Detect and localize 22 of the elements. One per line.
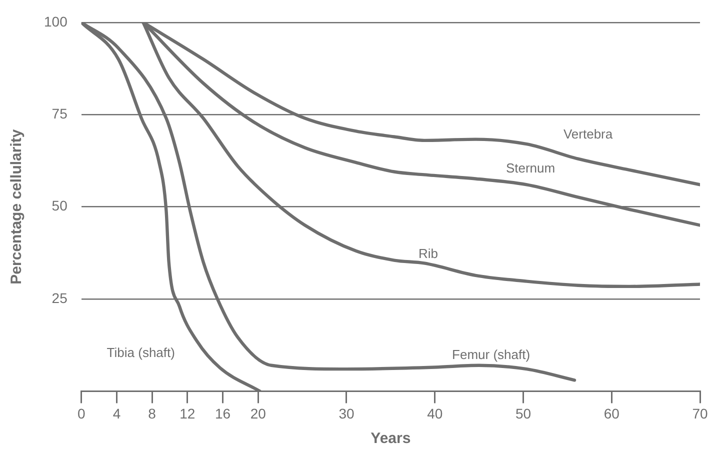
x-tick-label: 70 bbox=[692, 405, 708, 422]
y-axis-title: Percentage cellularity bbox=[8, 128, 26, 284]
x-tick-label: 40 bbox=[427, 405, 443, 422]
series-label: Vertebra bbox=[563, 126, 614, 142]
y-tick-label: 50 bbox=[52, 198, 68, 214]
y-tick-label: 75 bbox=[52, 105, 68, 122]
x-tick-label: 4 bbox=[112, 405, 121, 422]
x-tick-label: 0 bbox=[77, 405, 86, 422]
x-tick-label: 16 bbox=[214, 405, 231, 422]
series-label: Rib bbox=[418, 246, 438, 261]
x-axis-title: Years bbox=[370, 430, 411, 448]
x-tick-label: 12 bbox=[180, 405, 196, 422]
x-tick-label: 20 bbox=[250, 405, 266, 422]
x-tick-label: 50 bbox=[515, 405, 532, 422]
y-tick-label: 25 bbox=[52, 290, 68, 306]
x-tick-label: 8 bbox=[148, 405, 156, 422]
y-tick-label: 100 bbox=[44, 13, 68, 30]
series-label: Femur (shaft) bbox=[452, 346, 530, 362]
x-tick-label: 60 bbox=[604, 405, 620, 422]
series-label: Tibia (shaft) bbox=[106, 344, 175, 360]
x-tick-label: 30 bbox=[338, 405, 354, 422]
series-label: Sternum bbox=[506, 160, 556, 176]
